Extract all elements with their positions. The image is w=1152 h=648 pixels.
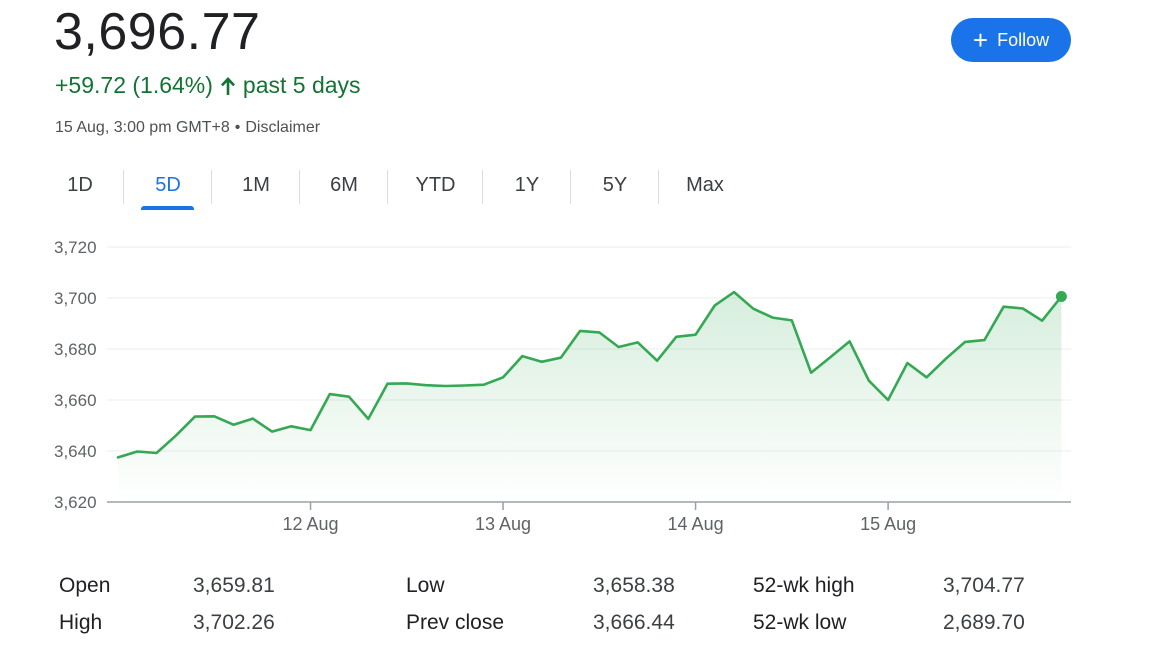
disclaimer-link[interactable]: Disclaimer [245, 119, 321, 136]
y-tick-label: 3,720 [54, 238, 97, 257]
stat-high-value: 3,702.26 [193, 611, 275, 634]
tab-max[interactable]: Max [659, 166, 751, 212]
y-tick-label: 3,640 [54, 442, 97, 461]
stat-prev-close-value: 3,666.44 [593, 611, 675, 634]
tab-label: 5D [155, 174, 181, 196]
stat-52wk-high-value: 3,704.77 [943, 574, 1025, 597]
active-tab-indicator [141, 206, 194, 210]
separator-dot: • [234, 119, 241, 136]
change-value: +59.72 (1.64%) [55, 72, 213, 98]
x-tick-label: 13 Aug [475, 514, 531, 534]
area-fill [118, 292, 1062, 502]
tab-label: 6M [330, 174, 358, 196]
quote-timestamp-line: 15 Aug, 3:00 pm GMT+8 • Disclaimer [55, 119, 320, 137]
stat-low-value: 3,658.38 [593, 574, 675, 597]
tab-1d[interactable]: 1D [36, 166, 124, 212]
tab-label: Max [686, 174, 724, 196]
y-tick-label: 3,700 [54, 289, 97, 308]
tab-label: 1M [242, 174, 270, 196]
change-period: past 5 days [242, 72, 361, 98]
x-tick-label: 12 Aug [282, 514, 338, 534]
stats-table: Open 3,659.81 High 3,702.26 Low 3,658.38… [0, 566, 1152, 646]
quote-timestamp: 15 Aug, 3:00 pm GMT+8 [55, 119, 230, 136]
price-change: +59.72 (1.64%) past 5 days [55, 72, 361, 99]
stat-low-label: Low [406, 574, 445, 597]
y-tick-label: 3,620 [54, 493, 97, 512]
follow-button-label: Follow [997, 29, 1050, 50]
follow-button[interactable]: + Follow [951, 18, 1071, 62]
stat-52wk-low-value: 2,689.70 [943, 611, 1025, 634]
x-tick-label: 15 Aug [860, 514, 916, 534]
plus-icon: + [972, 25, 989, 55]
y-tick-label: 3,660 [54, 391, 97, 410]
last-point-marker [1055, 290, 1067, 302]
tab-label: 5Y [602, 174, 628, 196]
stat-open-value: 3,659.81 [193, 574, 275, 597]
current-price: 3,696.77 [54, 3, 261, 61]
tab-1y[interactable]: 1Y [483, 166, 571, 212]
x-tick-label: 14 Aug [668, 514, 724, 534]
range-tabs: 1D 5D 1M 6M YTD 1Y 5Y Max [36, 166, 751, 212]
tab-1m[interactable]: 1M [212, 166, 300, 212]
tab-label: YTD [415, 174, 456, 196]
stat-52wk-low-label: 52-wk low [753, 611, 847, 634]
tab-6m[interactable]: 6M [300, 166, 388, 212]
tab-5y[interactable]: 5Y [571, 166, 659, 212]
stat-open-label: Open [59, 574, 111, 597]
y-tick-label: 3,680 [54, 340, 97, 359]
stat-high-label: High [59, 611, 103, 634]
arrow-up-icon [219, 76, 237, 96]
price-chart[interactable]: 3,620 3,640 3,660 3,680 3,700 3,720 12 Aug 13 A… [0, 0, 1152, 560]
stat-52wk-high-label: 52-wk high [753, 574, 855, 597]
tab-label: 1D [67, 174, 93, 196]
tab-label: 1Y [514, 174, 540, 196]
tab-5d[interactable]: 5D [124, 166, 212, 212]
stat-prev-close-label: Prev close [406, 611, 505, 634]
series-line [116, 290, 1063, 459]
tab-ytd[interactable]: YTD [388, 166, 483, 212]
